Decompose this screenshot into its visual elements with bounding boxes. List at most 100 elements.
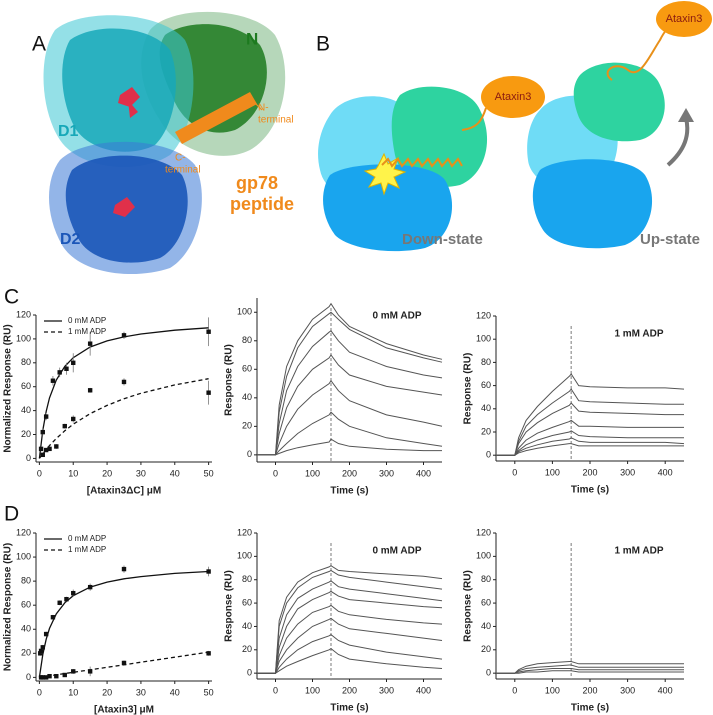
sensorgram-line: [496, 664, 684, 674]
data-point: [206, 329, 211, 334]
data-point: [50, 378, 56, 383]
data-point: [206, 569, 211, 574]
y-tick-label: 80: [481, 357, 491, 367]
x-tick-label: 0: [37, 468, 42, 478]
x-tick-label: 400: [658, 467, 673, 477]
sensorgram-line: [496, 402, 684, 456]
y-tick-label: 60: [242, 597, 252, 607]
x-axis-label: Time (s): [571, 485, 609, 496]
data-point: [40, 429, 45, 435]
y-tick-label: 0: [26, 672, 31, 682]
legend-label: 1 mM ADP: [68, 545, 106, 554]
data-point: [87, 388, 93, 393]
data-point: [87, 584, 93, 590]
y-tick-label: 100: [476, 334, 491, 344]
y-tick-label: 80: [481, 574, 491, 584]
fit-curve: [38, 378, 209, 459]
y-tick-label: 0: [26, 453, 31, 463]
helix: [381, 157, 463, 168]
sensorgram-line: [257, 354, 443, 456]
y-axis-label: Response (RU): [224, 570, 235, 642]
sensorgram-line: [257, 617, 443, 674]
d2-shape: [323, 164, 453, 252]
sensorgram-line: [496, 430, 684, 456]
data-point: [71, 669, 76, 674]
data-point: [40, 645, 45, 650]
data-point: [57, 600, 62, 605]
y-tick-label: 120: [476, 310, 491, 320]
x-tick-label: 20: [102, 468, 112, 478]
data-point: [62, 423, 67, 429]
d1-domain: [62, 28, 176, 152]
sensorgram-line: [257, 311, 443, 456]
y-tick-label: 60: [21, 600, 31, 610]
data-point: [54, 673, 59, 679]
sensorgram-line: [496, 437, 685, 456]
x-tick-label: 10: [68, 468, 78, 478]
sensorgram-line: [257, 379, 443, 456]
y-tick-label: 40: [242, 621, 252, 631]
terminus-label: C-: [175, 153, 186, 164]
ataxin3-label: Ataxin3: [495, 91, 532, 103]
chart-title: 1 mM ADP: [614, 329, 663, 340]
x-tick-label: 20: [102, 687, 112, 697]
data-point: [62, 672, 67, 678]
x-tick-label: 400: [416, 468, 431, 478]
sensorgram-line: [257, 438, 442, 456]
y-tick-label: 100: [16, 551, 31, 561]
ataxin3: [656, 1, 712, 37]
domain-label: D2: [60, 231, 81, 248]
data-point: [43, 447, 49, 453]
x-axis-label: Time (s): [330, 486, 368, 497]
data-point: [47, 673, 52, 679]
legend-label: 0 mM ADP: [68, 534, 106, 543]
sensorgram-line: [496, 388, 684, 456]
y-tick-label: 20: [481, 426, 491, 436]
y-tick-label: 40: [242, 392, 252, 402]
terminus-label: N-: [258, 103, 269, 114]
x-tick-label: 100: [305, 685, 320, 695]
y-tick-label: 60: [481, 597, 491, 607]
x-tick-label: 100: [305, 468, 320, 478]
chart-title: 0 mM ADP: [372, 311, 421, 322]
y-tick-label: 0: [486, 668, 491, 678]
sensorgram-line: [496, 661, 684, 674]
panel-label: D: [4, 503, 19, 526]
sensorgram-line: [257, 604, 443, 674]
y-tick-label: 120: [16, 309, 31, 319]
y-axis-label: Response (RU): [224, 344, 235, 416]
x-tick-label: 0: [37, 687, 42, 697]
x-tick-label: 50: [204, 687, 214, 697]
gp78-helix: [175, 92, 257, 144]
x-axis-label: [Ataxin3ΔC] μM: [87, 486, 161, 497]
domain-label: N: [246, 29, 258, 48]
chart-title: 0 mM ADP: [372, 546, 421, 557]
y-axis-label: Response (RU): [463, 353, 474, 425]
peptide-label: peptide: [230, 194, 294, 214]
terminus-label: terminal: [258, 115, 294, 126]
terminus-label: terminal: [165, 165, 201, 176]
state-label: Up-state: [640, 231, 700, 248]
y-tick-label: 80: [21, 357, 31, 367]
data-point: [38, 446, 44, 452]
x-tick-label: 30: [136, 687, 146, 697]
n-shape: [573, 62, 665, 142]
y-tick-label: 20: [242, 421, 252, 431]
state-diagram: [318, 1, 712, 252]
state-label: Down-state: [402, 231, 483, 248]
y-tick-label: 0: [247, 668, 252, 678]
sensorgram-line: [257, 633, 443, 674]
y-tick-label: 20: [481, 644, 491, 654]
x-tick-label: 40: [170, 687, 180, 697]
y-tick-label: 40: [21, 405, 31, 415]
y-tick-label: 60: [481, 380, 491, 390]
y-tick-label: 80: [242, 574, 252, 584]
x-tick-label: 300: [379, 685, 394, 695]
data-point: [71, 360, 76, 366]
x-tick-label: 0: [512, 685, 517, 695]
data-point: [50, 615, 56, 620]
x-tick-label: 100: [545, 467, 560, 477]
data-point: [40, 675, 45, 680]
data-point: [47, 446, 52, 452]
linker: [461, 107, 487, 131]
